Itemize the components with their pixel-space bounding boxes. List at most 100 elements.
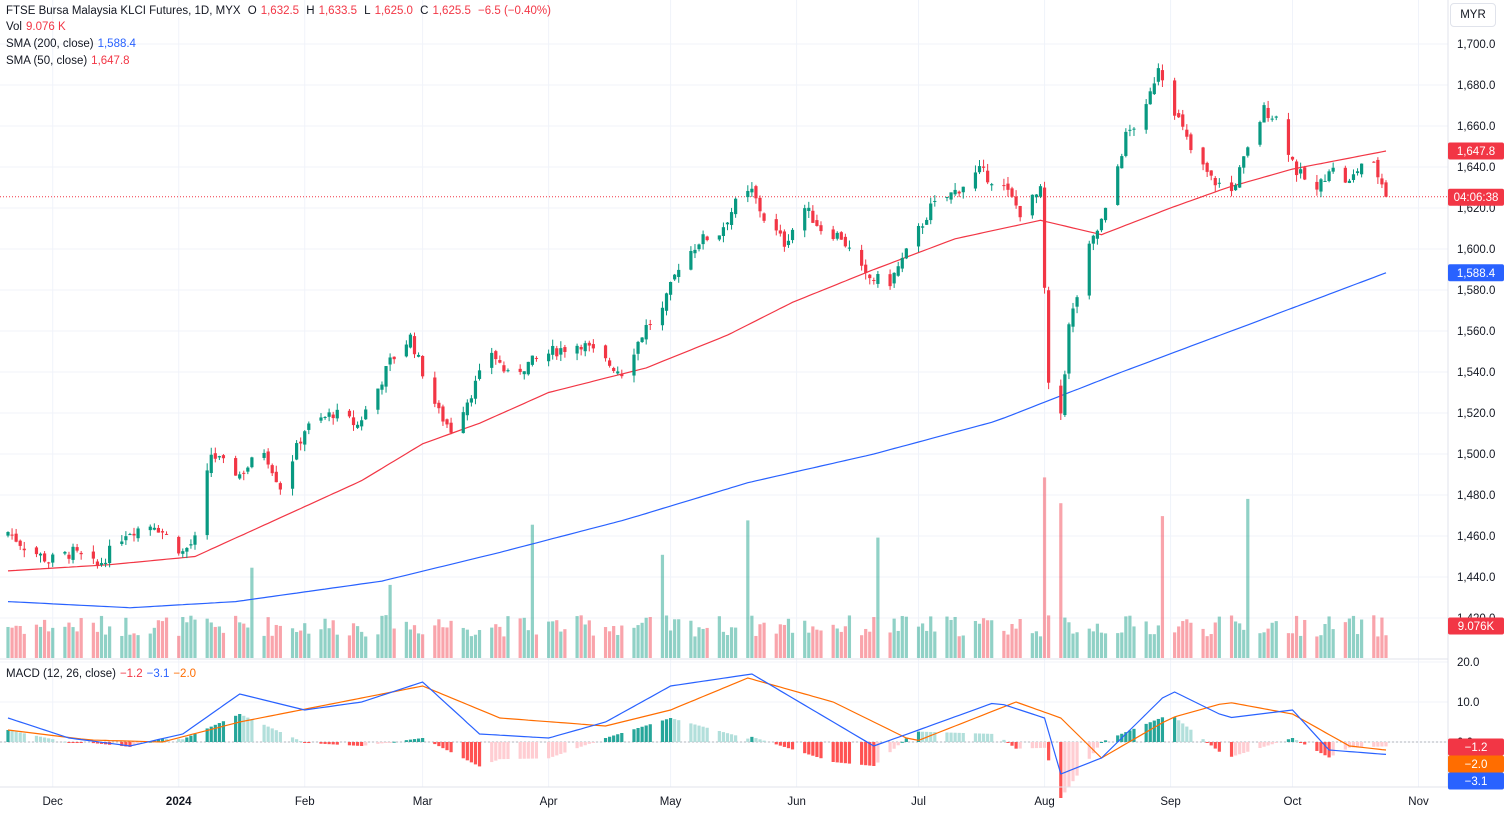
- macd-histogram-bar: [364, 742, 368, 746]
- volume-bar: [38, 626, 43, 658]
- price-tick-label: 1,500.0: [1457, 449, 1495, 461]
- macd-histogram-bar: [693, 724, 697, 742]
- macd-histogram-bar: [892, 742, 896, 749]
- candle: [530, 355, 534, 365]
- volume-bar: [864, 628, 868, 658]
- volume-bar: [22, 633, 26, 658]
- volume-bar: [835, 628, 839, 658]
- price-tick-label: 1,620.0: [1457, 203, 1495, 215]
- macd-histogram-bar: [461, 742, 465, 759]
- sma200-legend[interactable]: SMA (200, close) 1,588.4: [6, 37, 140, 52]
- volume-bar: [1315, 636, 1319, 658]
- macd-histogram-bar: [754, 738, 758, 742]
- candle: [1067, 324, 1071, 374]
- volume-bar: [6, 626, 10, 658]
- macd-histogram-bar: [603, 738, 608, 742]
- volume-bar: [1343, 622, 1347, 658]
- macd-histogram-bar: [1213, 742, 1217, 749]
- volume-bar: [1238, 623, 1242, 658]
- candle: [872, 279, 876, 281]
- candle: [1290, 156, 1295, 160]
- candle: [1327, 171, 1331, 181]
- volume-bar: [977, 623, 982, 658]
- volume-bar: [591, 635, 595, 658]
- macd-histogram-bar: [534, 742, 539, 759]
- macd-histogram-bar: [1270, 742, 1274, 745]
- candle: [148, 526, 152, 531]
- macd-legend[interactable]: MACD (12, 26, close) −1.2 −3.1 −2.0: [6, 667, 200, 682]
- candle: [1213, 178, 1217, 186]
- volume-bar: [990, 620, 994, 658]
- volume-bar: [1018, 618, 1022, 658]
- candle: [355, 424, 360, 428]
- macd-histogram-bar: [331, 742, 335, 745]
- volume-bar: [209, 622, 213, 658]
- volume-bar: [335, 634, 339, 658]
- macd-histogram-bar: [1274, 742, 1278, 743]
- candle: [307, 423, 311, 430]
- volume-legend[interactable]: Vol 9.076 K: [6, 20, 70, 35]
- currency-button[interactable]: MYR: [1450, 3, 1496, 27]
- volume-bar: [705, 627, 709, 658]
- volume-bar: [384, 615, 388, 658]
- macd-histogram-bar: [1233, 742, 1238, 756]
- candle: [465, 402, 469, 416]
- macd-histogram-bar: [1205, 742, 1209, 743]
- candle: [1181, 114, 1185, 127]
- price-tags: 1,647.8 04:06:38 1,588.4 9.076K −1.2 −2.0 −3.1: [1448, 142, 1504, 790]
- candle: [498, 360, 502, 363]
- macd-histogram-bar: [1286, 739, 1291, 742]
- volume-bar: [412, 625, 417, 658]
- volume-bar: [408, 629, 413, 658]
- macd-hist-tag: [1448, 738, 1504, 756]
- volume-bar: [636, 625, 640, 658]
- candle: [648, 324, 652, 326]
- volume-bar: [506, 616, 510, 658]
- volume-bar: [1038, 636, 1043, 658]
- volume-label: Vol: [6, 21, 22, 33]
- volume-bar: [347, 635, 352, 658]
- macd-histogram-bar: [522, 742, 526, 759]
- volume-bar: [351, 623, 356, 658]
- volume-bar: [729, 627, 734, 658]
- volume-bar: [71, 627, 75, 658]
- candle: [99, 563, 104, 565]
- price-tick-label: 1,660.0: [1457, 121, 1495, 133]
- volume-bar: [648, 617, 652, 658]
- macd-histogram-bar: [67, 742, 71, 743]
- volume-bar: [1360, 619, 1364, 658]
- candle: [1071, 308, 1075, 327]
- macd-histogram-bar: [1030, 742, 1034, 749]
- candle: [721, 227, 726, 237]
- candle: [494, 351, 498, 360]
- volume-bar: [103, 634, 108, 658]
- candle: [160, 531, 165, 533]
- volume-bar: [847, 615, 852, 658]
- macd-histogram-bar: [819, 742, 823, 759]
- macd-histogram-bar: [47, 738, 51, 742]
- macd-histogram-bar: [404, 740, 408, 742]
- volume-bar: [1266, 628, 1270, 658]
- candle: [1258, 122, 1262, 145]
- volume-bar: [1270, 622, 1274, 658]
- macd-histogram-bar: [957, 732, 961, 742]
- volume-bar: [246, 627, 250, 658]
- volume-bar: [1205, 636, 1209, 658]
- macd-histogram-bar: [1148, 722, 1152, 742]
- price-tick-label: 1,640.0: [1457, 162, 1495, 174]
- macd-histogram-bar: [1315, 742, 1319, 751]
- candle: [693, 249, 697, 254]
- candle: [868, 274, 872, 279]
- candle: [10, 534, 14, 536]
- candle: [977, 166, 982, 173]
- volume-bar: [896, 630, 900, 658]
- candle: [290, 461, 295, 489]
- candle: [1384, 182, 1388, 197]
- volume-bar: [872, 617, 876, 658]
- sma50-legend[interactable]: SMA (50, close) 1,647.8: [6, 54, 134, 69]
- volume-bar: [128, 634, 132, 658]
- macd-histogram-bar: [1246, 742, 1250, 752]
- macd-histogram-bar: [416, 738, 421, 742]
- volume-bar: [803, 620, 807, 658]
